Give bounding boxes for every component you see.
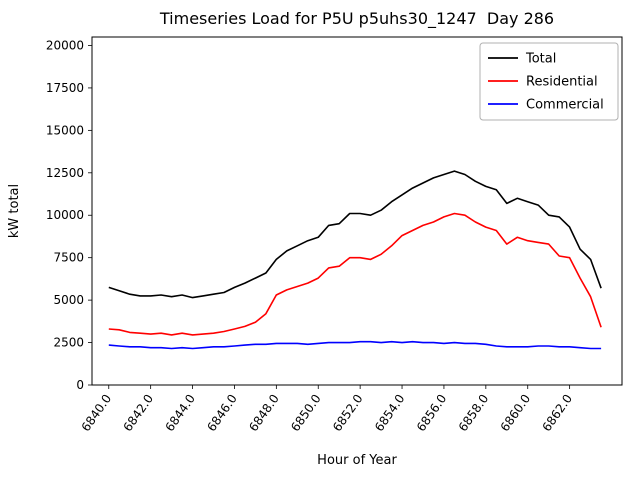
x-tick-label: 6858.0 <box>456 392 492 434</box>
x-axis-label: Hour of Year <box>317 453 397 468</box>
x-tick-label: 6854.0 <box>372 392 408 434</box>
x-tick-label: 6844.0 <box>162 392 198 434</box>
x-tick-label: 6846.0 <box>204 392 240 434</box>
legend-label-residential: Residential <box>526 75 598 90</box>
legend-label-commercial: Commercial <box>526 98 604 113</box>
legend-box <box>479 42 619 121</box>
y-tick-label: 5000 <box>53 293 84 307</box>
y-axis-ticks: 0 2500 5000 7500 10000 12500 15000 17500 20000 <box>46 38 92 392</box>
y-tick-label: 2500 <box>53 336 84 350</box>
series-line-total <box>108 170 602 299</box>
y-tick-label: 12500 <box>46 166 84 180</box>
y-tick-label: 15000 <box>46 123 84 137</box>
x-tick-label: 6840.0 <box>79 392 115 434</box>
chart-title: Timeseries Load for P5U p5uhs30_1247 Day… <box>159 9 554 29</box>
x-tick-label: 6842.0 <box>121 392 157 434</box>
series-line-commercial <box>108 340 602 350</box>
x-axis-ticks: 6840.0 6842.0 6844.0 6846.0 6848.0 6850.0 6852… <box>79 385 575 434</box>
data-series-lines <box>108 170 602 350</box>
plot-area-border <box>91 36 623 386</box>
legend-label-total: Total <box>525 52 556 67</box>
y-axis-label: kW total <box>7 184 22 238</box>
x-tick-label: 6856.0 <box>414 392 450 434</box>
x-tick-label: 6860.0 <box>498 392 534 434</box>
x-tick-label: 6848.0 <box>246 392 282 434</box>
series-line-residential <box>108 212 602 336</box>
x-tick-label: 6862.0 <box>540 392 576 434</box>
x-tick-label: 6852.0 <box>330 392 366 434</box>
legend: Total Residential Commercial <box>479 42 619 121</box>
y-tick-label: 20000 <box>46 38 84 52</box>
y-tick-label: 0 <box>76 378 84 392</box>
x-tick-label: 6850.0 <box>288 392 324 434</box>
y-tick-label: 7500 <box>53 251 84 265</box>
y-tick-label: 17500 <box>46 81 84 95</box>
y-tick-label: 10000 <box>46 208 84 222</box>
